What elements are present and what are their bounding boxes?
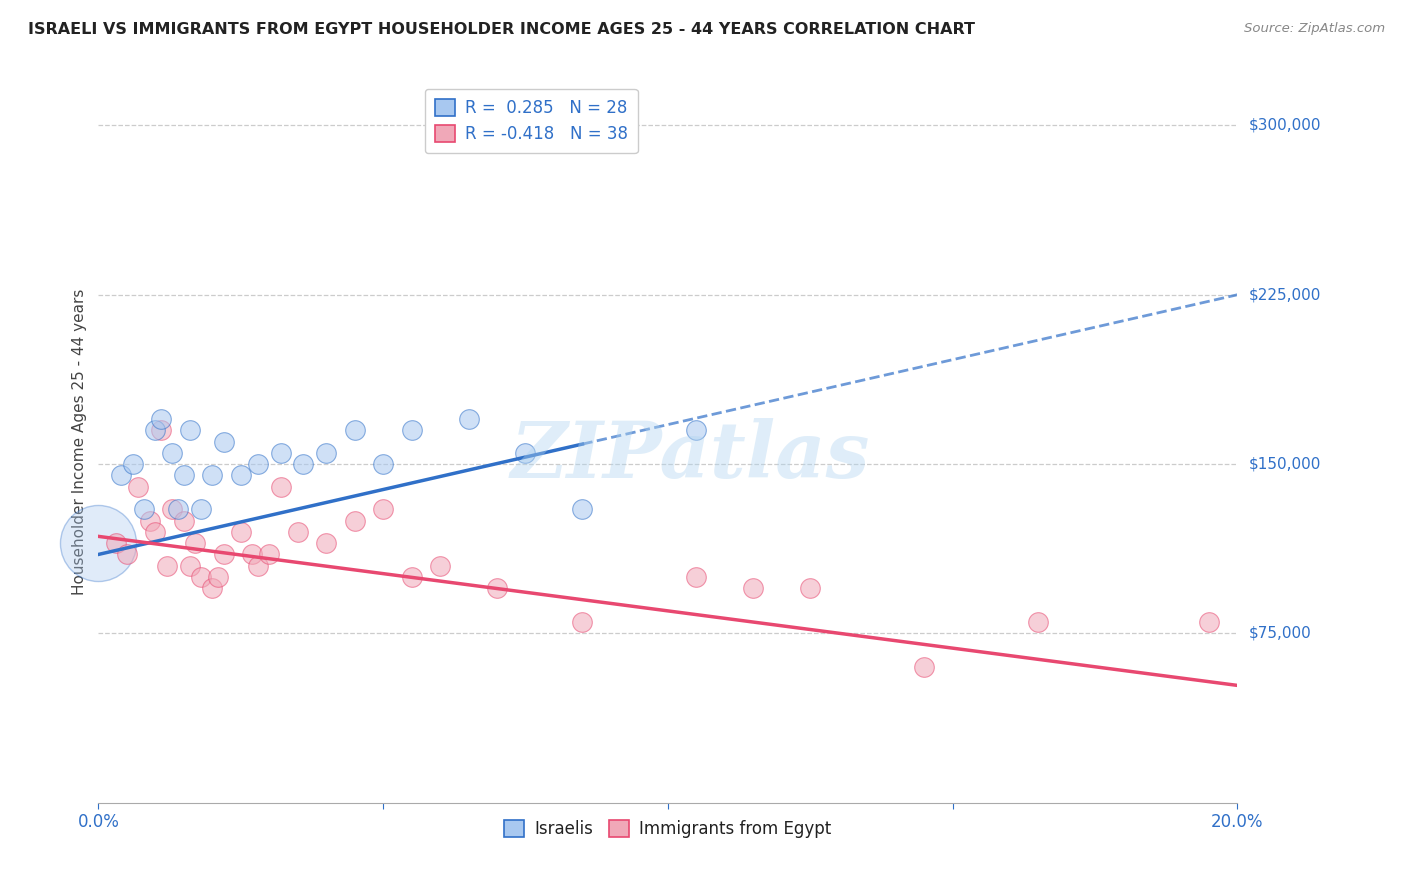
Point — [201, 468, 224, 483]
Text: Source: ZipAtlas.com: Source: ZipAtlas.com — [1244, 22, 1385, 36]
Point — [110, 468, 132, 483]
Point — [132, 502, 155, 516]
Point — [343, 514, 366, 528]
Point — [162, 446, 184, 460]
Point — [287, 524, 309, 539]
Point — [315, 446, 337, 460]
Point — [685, 570, 707, 584]
Point — [1026, 615, 1049, 630]
Point — [571, 615, 593, 630]
Point — [121, 457, 143, 471]
Point — [401, 570, 423, 584]
Point — [127, 480, 149, 494]
Point — [457, 412, 479, 426]
Point — [162, 502, 184, 516]
Point — [343, 423, 366, 437]
Point — [179, 558, 201, 573]
Point — [240, 548, 263, 562]
Text: $75,000: $75,000 — [1249, 626, 1312, 641]
Point — [315, 536, 337, 550]
Point — [167, 502, 190, 516]
Text: $300,000: $300,000 — [1249, 118, 1320, 133]
Y-axis label: Householder Income Ages 25 - 44 years: Householder Income Ages 25 - 44 years — [72, 288, 87, 595]
Text: $150,000: $150,000 — [1249, 457, 1320, 472]
Point — [207, 570, 229, 584]
Point — [229, 468, 252, 483]
Point — [229, 524, 252, 539]
Point — [246, 457, 269, 471]
Point — [259, 548, 281, 562]
Point — [246, 558, 269, 573]
Point — [145, 423, 167, 437]
Point — [515, 446, 537, 460]
Point — [201, 582, 224, 596]
Text: $225,000: $225,000 — [1249, 287, 1320, 302]
Point — [87, 536, 110, 550]
Point — [156, 558, 179, 573]
Point — [212, 548, 235, 562]
Text: ZIPatlas: ZIPatlas — [510, 417, 870, 494]
Point — [184, 536, 207, 550]
Point — [429, 558, 451, 573]
Point — [212, 434, 235, 449]
Point — [190, 570, 212, 584]
Point — [1198, 615, 1220, 630]
Point — [270, 446, 292, 460]
Point — [270, 480, 292, 494]
Point — [190, 502, 212, 516]
Point — [371, 502, 394, 516]
Point — [173, 468, 195, 483]
Point — [799, 582, 821, 596]
Point — [115, 548, 138, 562]
Point — [292, 457, 315, 471]
Point — [742, 582, 765, 596]
Point — [150, 423, 173, 437]
Point — [138, 514, 160, 528]
Point — [912, 660, 935, 674]
Point — [150, 412, 173, 426]
Point — [401, 423, 423, 437]
Point — [179, 423, 201, 437]
Point — [571, 502, 593, 516]
Point — [173, 514, 195, 528]
Text: ISRAELI VS IMMIGRANTS FROM EGYPT HOUSEHOLDER INCOME AGES 25 - 44 YEARS CORRELATI: ISRAELI VS IMMIGRANTS FROM EGYPT HOUSEHO… — [28, 22, 976, 37]
Point — [371, 457, 394, 471]
Point — [104, 536, 127, 550]
Point — [145, 524, 167, 539]
Point — [486, 582, 509, 596]
Legend: Israelis, Immigrants from Egypt: Israelis, Immigrants from Egypt — [498, 814, 838, 845]
Point — [685, 423, 707, 437]
